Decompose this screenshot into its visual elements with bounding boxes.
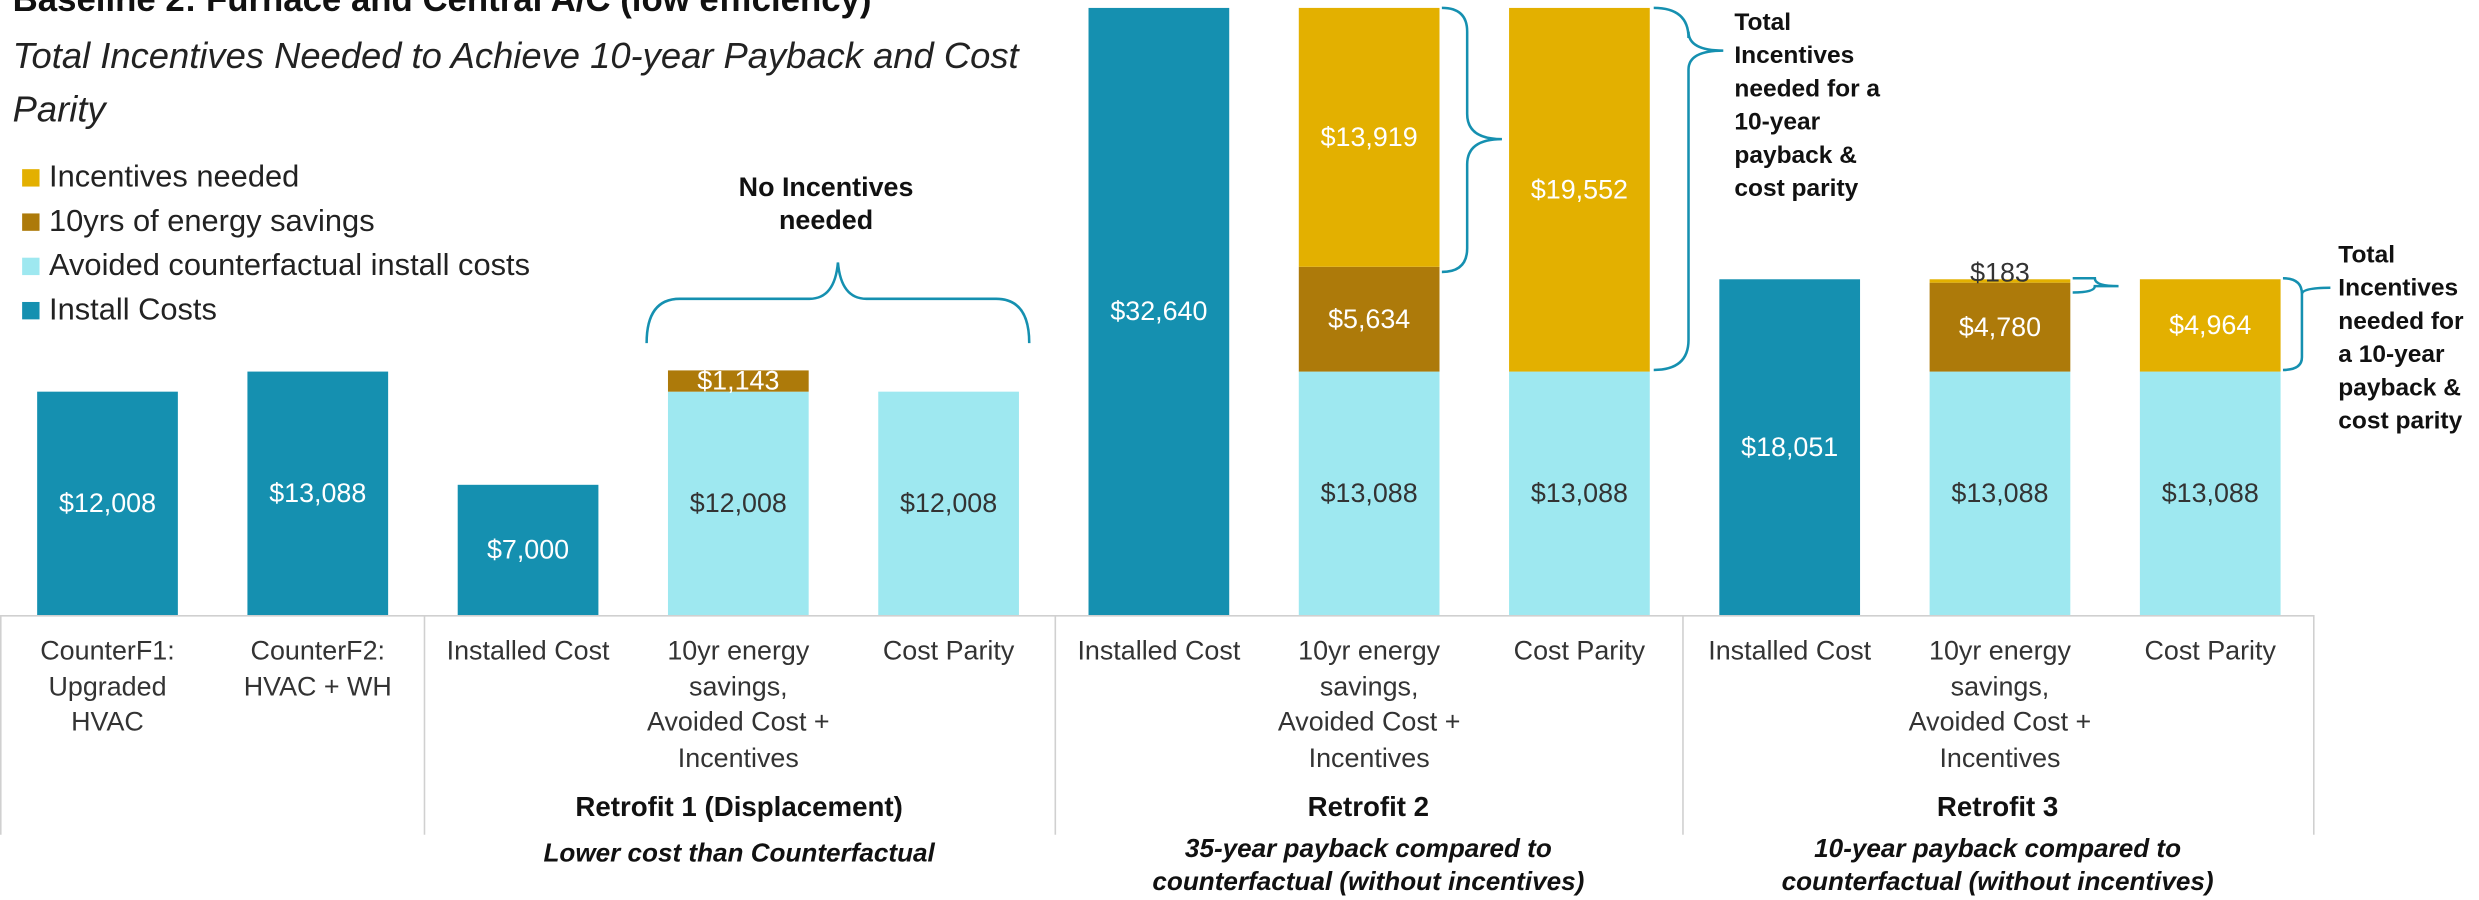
bar-segment: [667, 370, 809, 392]
value-label: $13,088: [1531, 478, 1628, 508]
x-tick-label: 10yr energy savings, Avoided Cost + Ince…: [647, 635, 830, 773]
bar-segment: [667, 391, 809, 616]
annotation: No Incentives needed: [738, 172, 914, 236]
group-label: Retrofit 1 (Displacement): [575, 790, 903, 823]
x-tick-label: 10yr energy savings, Avoided Cost + Ince…: [1908, 635, 2092, 773]
bar-segment: [1929, 279, 2071, 283]
value-label: $5,634: [1328, 304, 1410, 334]
legend-swatch: [22, 169, 40, 187]
value-label: $13,088: [269, 478, 366, 508]
x-tick-label: Cost Parity: [2144, 635, 2276, 666]
brace: [2072, 276, 2119, 294]
bar-segment: [1719, 279, 1861, 616]
annotation: Total Incentives needed for a 10-year pa…: [2338, 241, 2464, 435]
x-tick-label: Installed Cost: [446, 635, 610, 666]
bar-segment: [1298, 371, 1440, 616]
bar-segment: [37, 391, 178, 616]
value-label: $7,000: [487, 535, 569, 565]
x-tick-label: CounterF1: Upgraded HVAC: [40, 635, 175, 737]
bar-segment: [2139, 371, 2281, 616]
value-label: $13,088: [1951, 478, 2048, 508]
bar-segment: [2139, 279, 2281, 372]
value-label: $4,780: [1959, 312, 2041, 342]
value-label: $32,640: [1110, 296, 1207, 326]
bar-segment: [878, 391, 1019, 616]
value-label: $13,919: [1321, 122, 1418, 152]
title: Baseline 2: Furnace and Central A/C (low…: [13, 0, 872, 21]
group-label: Retrofit 2: [1307, 790, 1430, 823]
legend-label: Avoided counterfactual install costs: [49, 248, 531, 283]
bar-segment: [1088, 7, 1230, 616]
brace: [645, 262, 1031, 344]
legend-item: Avoided counterfactual install costs: [22, 248, 530, 284]
bar-segment: [1298, 266, 1440, 372]
bar-segment: [1929, 282, 2071, 372]
x-tick-label: Cost Parity: [882, 635, 1015, 666]
x-tick-label: Installed Cost: [1077, 635, 1241, 666]
bar-segment: [1509, 371, 1650, 616]
bar-segment: [457, 484, 599, 616]
group-label: Retrofit 3: [1936, 790, 2059, 823]
value-label: $18,051: [1741, 432, 1838, 462]
bar-segment: [247, 371, 389, 616]
legend-label: 10yrs of energy savings: [49, 203, 375, 239]
brace: [1441, 6, 1502, 274]
value-label: $12,008: [59, 488, 156, 518]
legend-item: 10yrs of energy savings: [22, 203, 375, 240]
value-label: $12,008: [900, 488, 997, 518]
legend-swatch: [22, 257, 40, 276]
brace: [2282, 276, 2331, 372]
group-subtitle: 10-year payback compared to counterfactu…: [1781, 834, 2214, 897]
value-label: $13,088: [1321, 478, 1418, 508]
group-subtitle: Lower cost than Counterfactual: [543, 839, 935, 868]
brace: [1653, 6, 1724, 372]
subtitle: Total Incentives Needed to Achieve 10-ye…: [12, 34, 1019, 130]
group-subtitle: 35-year payback compared to counterfactu…: [1152, 834, 1585, 897]
x-tick-label: Cost Parity: [1513, 635, 1646, 666]
x-tick-label: CounterF2: HVAC + WH: [243, 635, 392, 702]
x-tick-label: 10yr energy savings, Avoided Cost + Ince…: [1277, 635, 1461, 773]
value-label: $183: [1970, 258, 2030, 288]
legend-swatch: [22, 301, 40, 320]
value-label: $12,008: [690, 488, 787, 518]
x-tick-label: Installed Cost: [1708, 635, 1872, 666]
value-label: $1,143: [697, 366, 779, 396]
annotation: Total Incentives needed for a 10-year pa…: [1734, 9, 1881, 203]
bar-segment: [1509, 7, 1650, 372]
bar-segment: [1298, 7, 1440, 267]
value-label: $4,964: [2169, 310, 2251, 340]
value-label: $19,552: [1531, 174, 1628, 204]
legend-swatch: [22, 213, 40, 231]
legend-item: Install Costs: [22, 292, 217, 328]
legend-label: Install Costs: [49, 292, 217, 328]
value-label: $13,088: [2162, 478, 2259, 508]
legend-item: Incentives needed: [22, 160, 299, 196]
legend-label: Incentives needed: [49, 159, 300, 195]
bar-segment: [1929, 371, 2071, 616]
